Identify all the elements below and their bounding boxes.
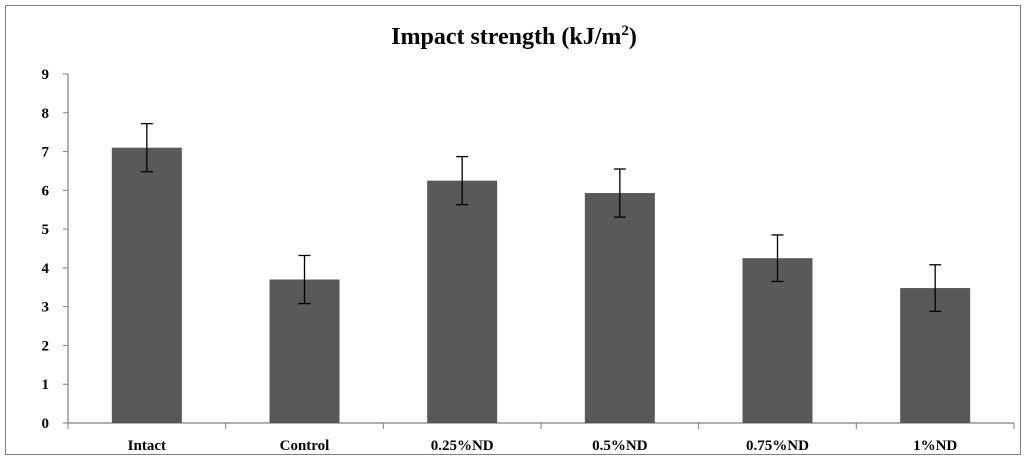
y-tick-label: 1 [42,377,50,393]
x-category-label: 1%ND [913,438,957,454]
y-tick-label: 6 [42,183,50,199]
plot-area: 0 1 2 3 4 5 6 7 8 9 Intact Control 0.25%ND 0.5%ND 0.75… [42,67,1015,454]
chart-title-superscript: 2 [621,23,629,39]
y-tick-label: 5 [42,222,50,238]
chart-title: Impact strength (kJ/m2) [391,23,637,50]
bar-5 [742,258,813,423]
y-tick-label: 8 [42,106,50,122]
x-category-label: Control [280,438,330,454]
bar-4 [584,193,655,423]
y-tick-label: 0 [42,416,50,432]
x-category-label: Intact [128,438,166,454]
chart-title-suffix: ) [629,24,637,50]
y-tick-label: 9 [42,67,50,83]
bar-1 [111,147,182,423]
y-tick-label: 2 [42,338,50,354]
bar-chart: Impact strength (kJ/m2) 0123456789Intact… [42,23,1015,454]
bar-3 [427,180,498,423]
y-tick-label: 3 [42,300,50,316]
y-tick-label: 7 [42,145,50,161]
x-category-label: 0.5%ND [592,438,648,454]
chart-title-main: Impact strength (kJ/m [391,24,621,50]
x-category-label: 0.75%ND [746,438,809,454]
y-tick-label: 4 [42,261,50,277]
x-category-label: 0.25%ND [431,438,494,454]
chart-frame: Impact strength (kJ/m2) 0 1 2 3 4 5 6 7 8 9 Intact… [5,5,1021,455]
